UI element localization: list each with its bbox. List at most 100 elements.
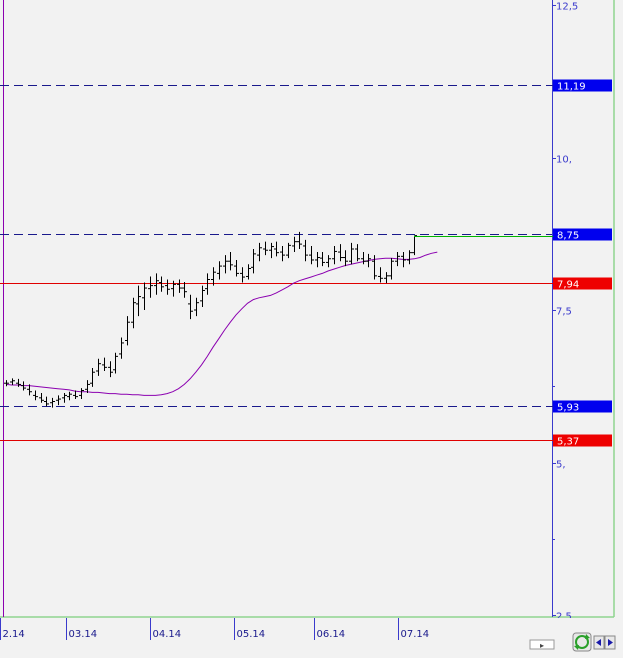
ohlc-bar: [165, 279, 170, 295]
ohlc-bar: [407, 250, 412, 265]
ohlc-bar: [62, 392, 67, 403]
ohlc-bar: [10, 378, 15, 386]
level-label-1: 8,75: [557, 231, 579, 242]
x-tick-label-5: 07.14: [401, 629, 430, 640]
ohlc-bar: [27, 384, 32, 396]
ohlc-bar: [131, 297, 136, 329]
arrow-left-icon[interactable]: [593, 635, 605, 650]
ohlc-bar: [401, 252, 406, 268]
ohlc-bar: [378, 267, 383, 283]
level-label-3: 5,93: [557, 403, 579, 414]
ohlc-bar: [102, 357, 107, 371]
ohlc-bar: [39, 392, 44, 403]
ohlc-bar: [223, 255, 228, 274]
ohlc-bar: [263, 241, 268, 256]
price-axis: 12,5 10, 7,5 5, 2,5: [552, 2, 578, 623]
ohlc-bar: [280, 245, 285, 262]
level-label-box-2: [553, 277, 612, 290]
ohlc-bar: [96, 358, 101, 376]
ohlc-bar: [217, 261, 222, 280]
scrollbar-track[interactable]: [529, 639, 555, 650]
footer-controls: ▸: [529, 632, 616, 652]
ohlc-bar: [338, 244, 343, 262]
ohlc-bar: [286, 242, 291, 259]
ohlc-bar: [211, 267, 216, 286]
price-bars: [4, 231, 417, 408]
horizontal-levels: [0, 85, 553, 441]
ohlc-bar: [269, 242, 274, 259]
ohlc-bar: [44, 396, 49, 407]
ohlc-bar: [148, 276, 153, 298]
ohlc-bar: [412, 235, 417, 256]
ohlc-bar: [361, 252, 366, 265]
ohlc-bar: [182, 281, 187, 298]
ohlc-bar: [79, 388, 84, 400]
y-tick-label-2: 7,5: [556, 307, 572, 318]
ohlc-bar: [332, 245, 337, 265]
ohlc-bar: [154, 273, 159, 295]
x-tick-label-1: 03.14: [69, 629, 98, 640]
ohlc-bar: [73, 390, 78, 400]
projection: [414, 235, 553, 237]
ohlc-bar: [246, 264, 251, 280]
ohlc-bar: [251, 249, 256, 274]
level-label-box-0: [553, 79, 612, 92]
level-label-2: 7,94: [557, 280, 579, 291]
ohlc-bar: [389, 258, 394, 280]
ohlc-bar: [177, 279, 182, 293]
ohlc-bar: [372, 255, 377, 280]
ohlc-bar: [21, 381, 26, 391]
ohlc-bar: [50, 397, 55, 408]
time-axis: 2.14 03.14 04.14 05.14 06.14 07.14: [0, 618, 614, 658]
ohlc-bar: [119, 337, 124, 359]
ohlc-bar: [136, 285, 141, 317]
ohlc-bar: [205, 273, 210, 295]
level-label-box-1: [553, 228, 612, 241]
x-tick-label-2: 04.14: [153, 629, 182, 640]
ohlc-bar: [274, 241, 279, 257]
x-tick-label-3: 05.14: [237, 629, 266, 640]
level-label-0: 11,19: [557, 82, 586, 93]
level-label-box-4: [553, 434, 612, 447]
ohlc-bar: [171, 280, 176, 297]
ohlc-bar: [292, 236, 297, 253]
refresh-icon[interactable]: [572, 632, 592, 652]
x-tick-label-4: 06.14: [317, 629, 346, 640]
level-label-4: 5,37: [557, 437, 579, 448]
ohlc-bar: [4, 380, 9, 387]
y-tick-label-3: 5,: [556, 460, 566, 471]
arrow-right-icon[interactable]: [604, 635, 616, 650]
ohlc-bar: [320, 252, 325, 267]
ohlc-bar: [85, 380, 90, 393]
ohlc-bar: [67, 391, 72, 401]
y-tick-label-4: 2,5: [556, 612, 572, 623]
scrollbar-thumb-icon[interactable]: ▸: [540, 641, 544, 650]
ohlc-bar: [113, 352, 118, 374]
ohlc-bar: [159, 276, 164, 292]
ohlc-bar: [16, 378, 21, 387]
ohlc-bar: [90, 367, 95, 387]
ohlc-bar: [366, 253, 371, 268]
ohlc-bar: [200, 285, 205, 307]
ohlc-bar: [188, 294, 193, 320]
level-labels: 11,19 8,75 7,94 5,93 5,37: [553, 79, 612, 448]
ohlc-bar: [343, 250, 348, 267]
projection-line: [414, 235, 553, 237]
level-label-box-3: [553, 400, 612, 413]
ohlc-bar: [257, 242, 262, 262]
ohlc-bar: [355, 244, 360, 262]
ohlc-bar: [315, 252, 320, 268]
y-tick-label-1: 10,: [556, 155, 572, 166]
ohlc-bar: [240, 267, 245, 283]
ohlc-bar: [142, 282, 147, 310]
ohlc-bar: [234, 259, 239, 277]
ohlc-bar: [125, 316, 130, 346]
ohlc-bar: [309, 245, 314, 265]
plot-background: [0, 0, 552, 617]
ohlc-bar: [228, 252, 233, 271]
ohlc-bar: [384, 272, 389, 284]
ohlc-bar: [395, 252, 400, 267]
time-axis-strip: [0, 618, 614, 658]
y-tick-label-0: 12,5: [556, 2, 578, 13]
